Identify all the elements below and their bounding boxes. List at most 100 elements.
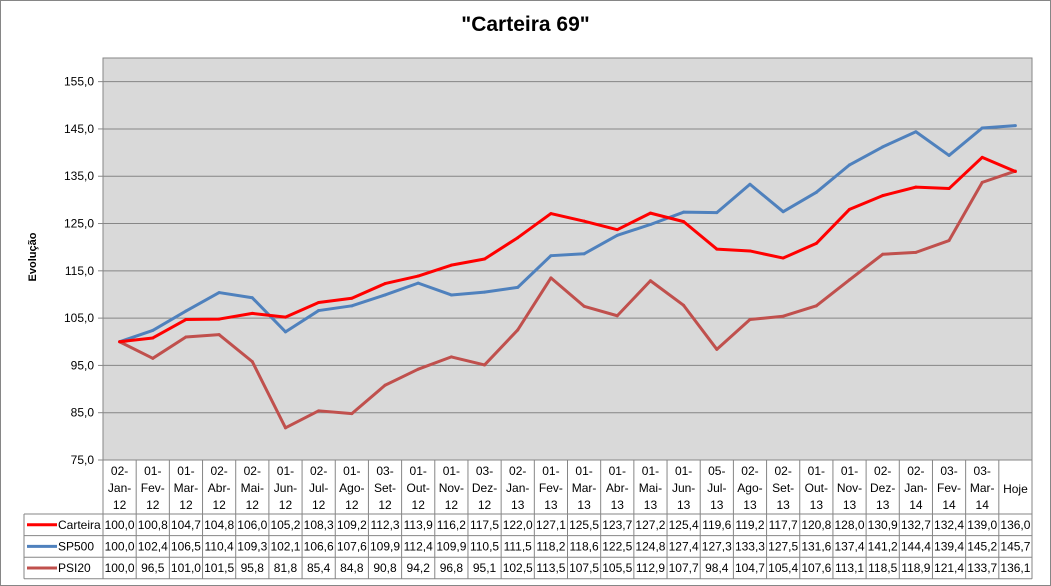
table-cell: 137,4 — [835, 539, 865, 553]
table-cell: 100,0 — [105, 518, 135, 532]
table-cell: 127,5 — [768, 539, 798, 553]
data-point-sp500 — [1013, 124, 1017, 128]
table-cell: 111,5 — [504, 539, 533, 553]
data-point-carteira — [449, 263, 453, 267]
table-cell: 104,7 — [735, 561, 765, 575]
x-tick-label: 02-Jan-13 — [506, 464, 529, 512]
x-tick-label: 01-Jun-12 — [274, 464, 297, 512]
table-cell: 85,4 — [307, 561, 331, 575]
table-cell: 107,5 — [569, 561, 599, 575]
x-tick-label: 05-Jul-13 — [707, 464, 726, 512]
data-point-carteira — [383, 282, 387, 286]
data-point-carteira — [582, 219, 586, 223]
table-cell: 145,7 — [1000, 539, 1030, 553]
legend-label: SP500 — [58, 539, 94, 553]
table-cell: 105,5 — [602, 561, 632, 575]
table-cell: 122,0 — [503, 518, 533, 532]
table-cell: 132,4 — [934, 518, 964, 532]
data-point-sp500 — [151, 328, 155, 332]
table-cell: 107,7 — [669, 561, 699, 575]
table-cell: 122,5 — [602, 539, 632, 553]
data-point-psi20 — [980, 180, 984, 184]
table-cell: 109,9 — [436, 539, 466, 553]
y-tick-label: 155,0 — [64, 75, 94, 89]
data-point-sp500 — [814, 190, 818, 194]
table-cell: 102,5 — [503, 561, 533, 575]
table-cell: 106,5 — [171, 539, 201, 553]
table-cell: 127,4 — [669, 539, 699, 553]
data-point-carteira — [848, 207, 852, 211]
x-tick-label: 01-Nov-13 — [837, 464, 862, 512]
x-tick-label: 02-Jan-14 — [904, 464, 927, 512]
data-point-sp500 — [317, 309, 321, 313]
table-cell: 139,4 — [934, 539, 964, 553]
data-point-carteira — [980, 155, 984, 159]
data-point-sp500 — [283, 330, 287, 334]
x-tick-label: 03-Dez-12 — [472, 464, 497, 512]
data-point-carteira — [881, 194, 885, 198]
data-point-psi20 — [715, 347, 719, 351]
x-tick-label: 01-Ago-12 — [339, 464, 364, 512]
data-point-carteira — [184, 318, 188, 322]
data-point-psi20 — [283, 426, 287, 430]
data-point-sp500 — [250, 296, 254, 300]
data-point-carteira — [483, 257, 487, 261]
legend-label: PSI20 — [58, 561, 91, 575]
table-cell: 100,0 — [105, 539, 135, 553]
series-line-psi20 — [118, 169, 1016, 430]
data-point-carteira — [283, 315, 287, 319]
table-cell: 104,8 — [204, 518, 234, 532]
data-point-carteira — [1013, 170, 1017, 174]
data-point-psi20 — [317, 409, 321, 413]
table-cell: 100,8 — [138, 518, 168, 532]
x-tick-label: 02-Set-13 — [772, 464, 794, 512]
data-point-psi20 — [682, 303, 686, 307]
data-point-psi20 — [881, 252, 885, 256]
data-point-psi20 — [383, 383, 387, 387]
data-point-sp500 — [980, 126, 984, 130]
table-cell: 101,5 — [204, 561, 234, 575]
table-cell: 118,9 — [901, 561, 930, 575]
x-tick-label: 02-Jul-12 — [309, 464, 328, 512]
table-cell: 133,7 — [967, 561, 997, 575]
table-cell: 136,1 — [1000, 561, 1030, 575]
table-cell: 110,5 — [470, 539, 499, 553]
table-cell: 141,2 — [868, 539, 898, 553]
x-tick-label: 03-Fev-14 — [937, 464, 961, 512]
table-cell: 105,2 — [270, 518, 300, 532]
table-cell: 118,5 — [868, 561, 897, 575]
data-point-carteira — [217, 317, 221, 321]
data-point-sp500 — [516, 285, 520, 289]
data-point-carteira — [748, 249, 752, 253]
y-tick-label: 75,0 — [71, 453, 95, 467]
table-cell: 113,9 — [404, 518, 433, 532]
data-point-carteira — [549, 212, 553, 216]
table-cell: 144,4 — [901, 539, 931, 553]
data-point-sp500 — [615, 233, 619, 237]
data-point-psi20 — [848, 278, 852, 282]
y-tick-label: 115,0 — [65, 264, 94, 278]
y-tick-label: 145,0 — [64, 122, 94, 136]
data-point-carteira — [416, 274, 420, 278]
data-point-carteira — [715, 247, 719, 251]
table-cell: 106,6 — [304, 539, 334, 553]
legend-label: Carteira — [58, 518, 101, 532]
table-cell: 108,3 — [304, 518, 334, 532]
data-point-carteira — [947, 187, 951, 191]
y-tick-label: 85,0 — [71, 406, 95, 420]
table-cell: 95,8 — [241, 561, 265, 575]
data-point-psi20 — [748, 318, 752, 322]
x-tick-label: 01-Mai-13 — [639, 464, 662, 512]
data-point-sp500 — [217, 291, 221, 295]
data-point-sp500 — [449, 293, 453, 297]
x-tick-label: 02-Dez-13 — [870, 464, 895, 512]
data-point-carteira — [350, 296, 354, 300]
table-cell: 119,6 — [702, 518, 731, 532]
table-cell: 112,3 — [370, 518, 399, 532]
table-cell: 145,2 — [967, 539, 997, 553]
table-cell: 118,2 — [536, 539, 565, 553]
x-tick-label: 03-Mar-14 — [970, 464, 995, 512]
table-cell: 90,8 — [373, 561, 397, 575]
y-tick-label: 105,0 — [64, 311, 94, 325]
